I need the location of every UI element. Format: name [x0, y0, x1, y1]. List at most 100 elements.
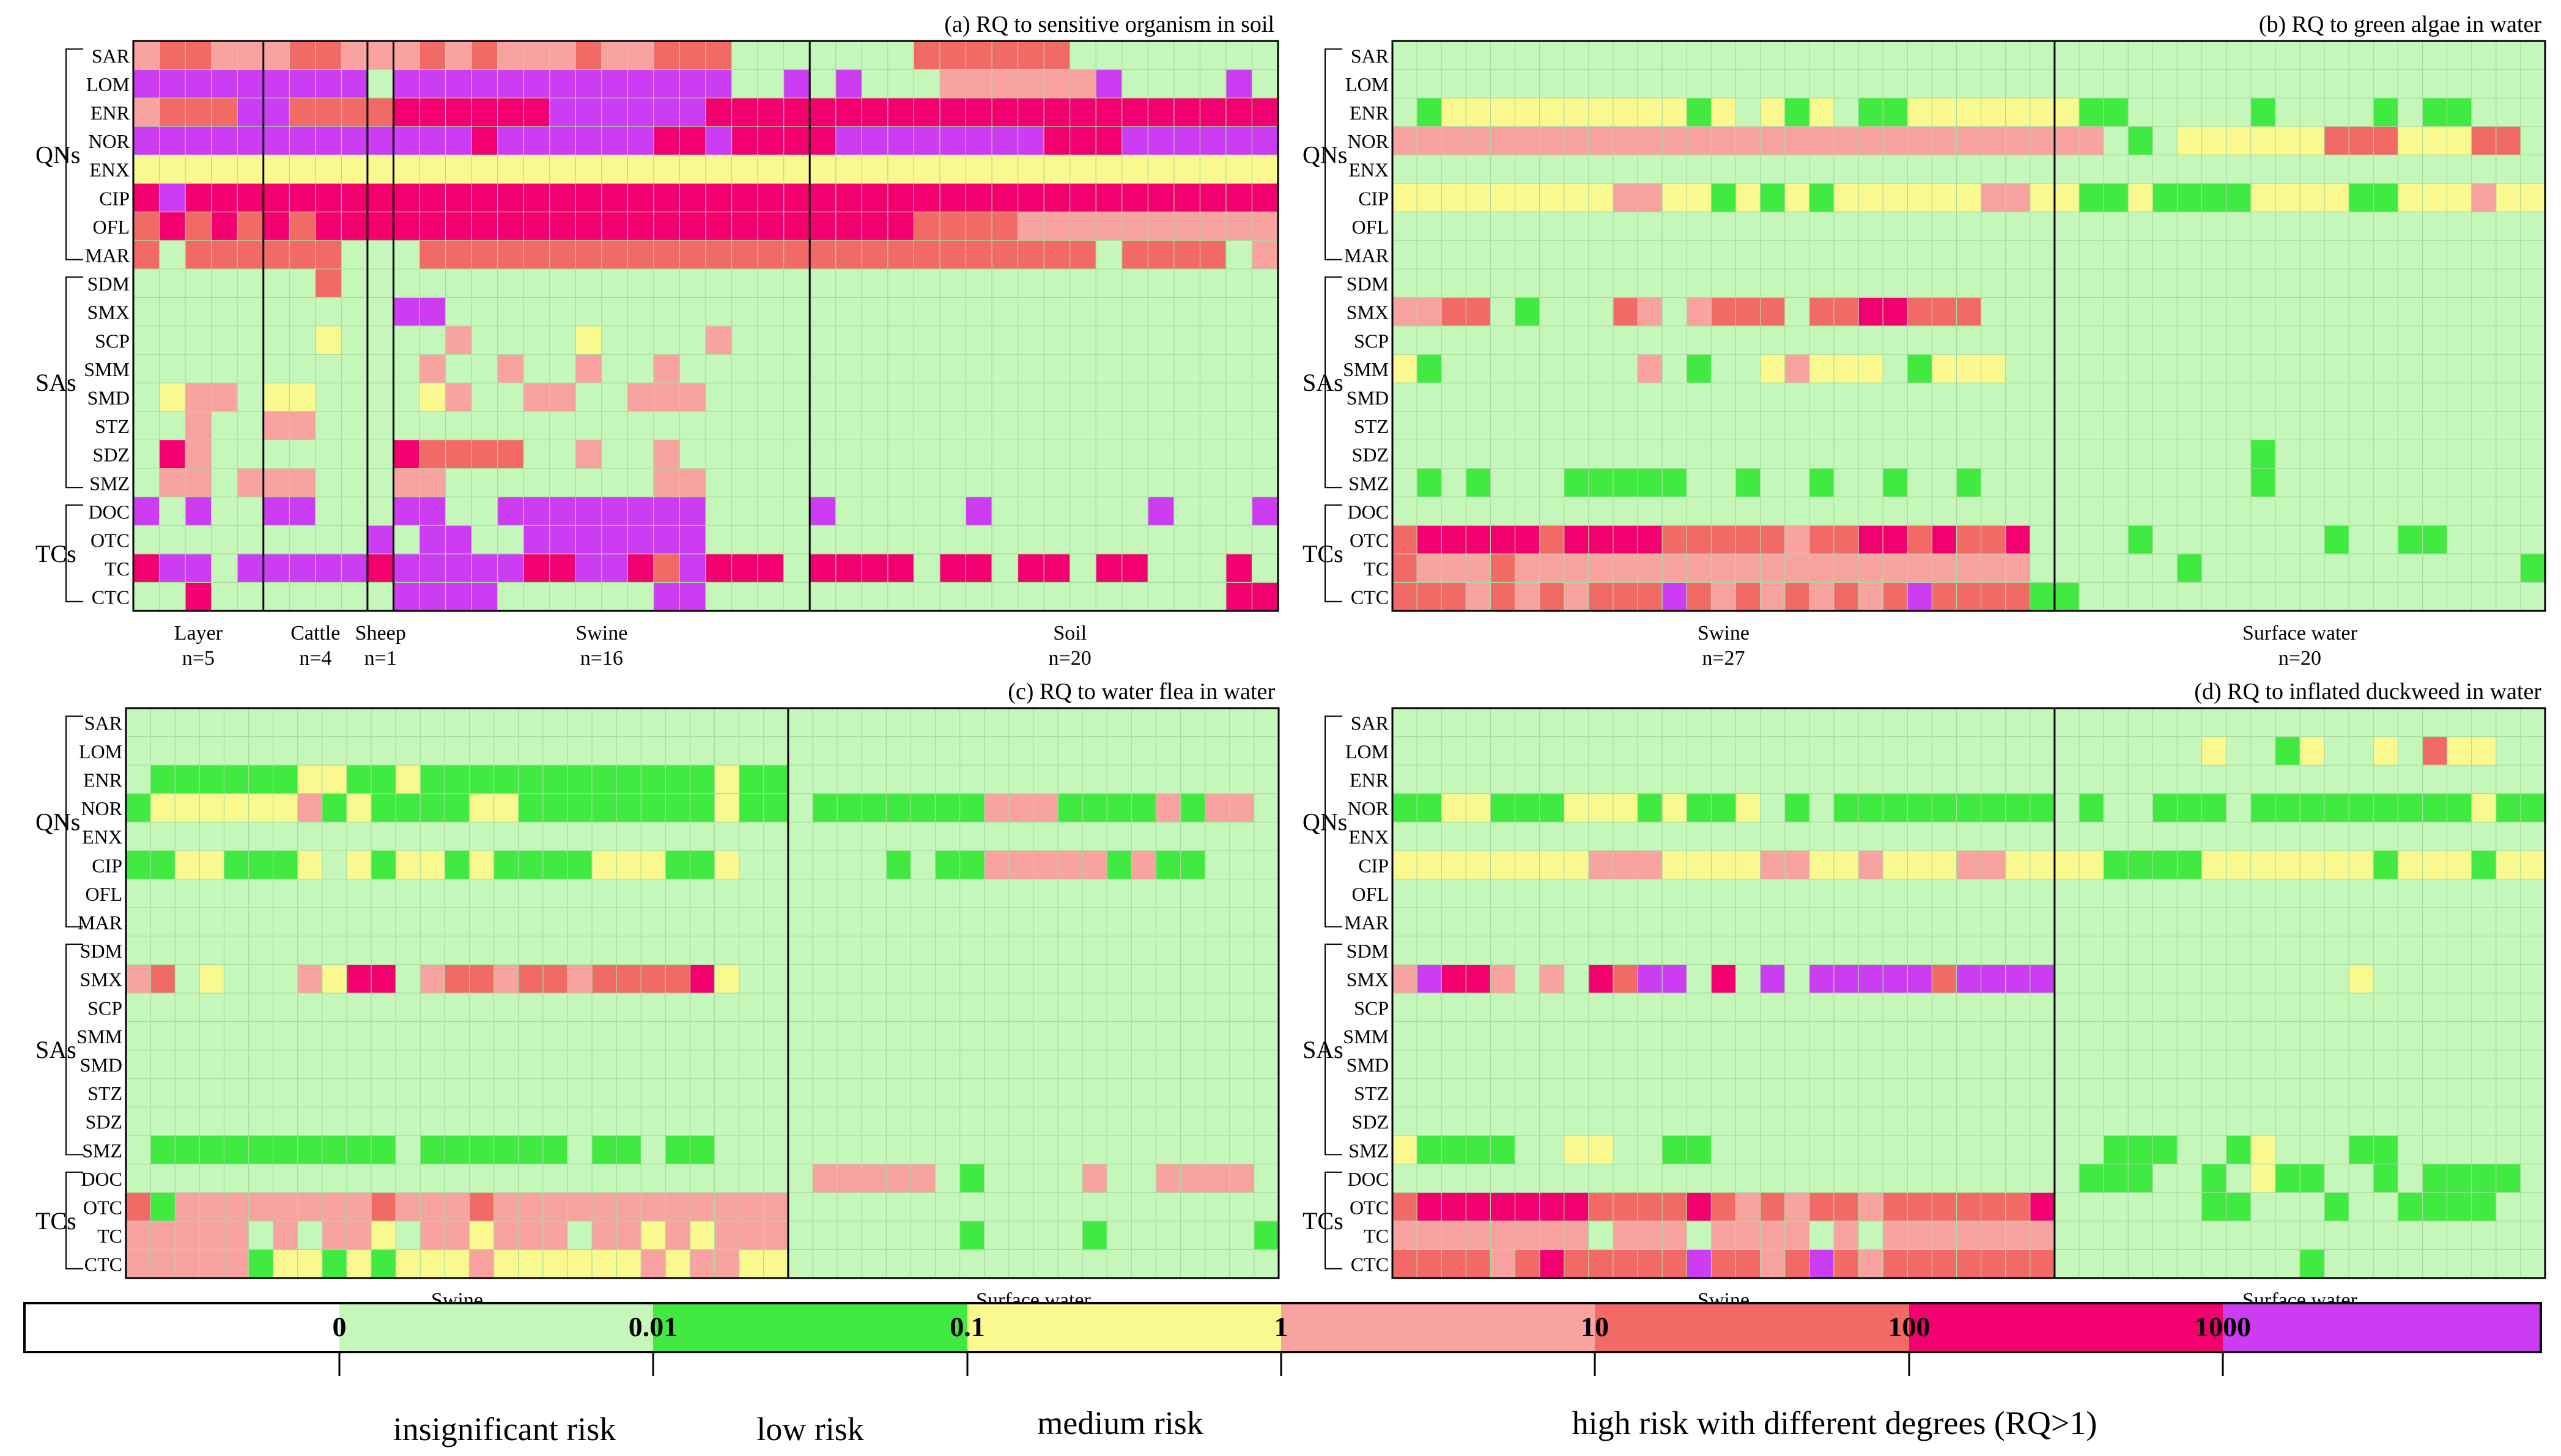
heatmap-cell: [1907, 496, 1933, 527]
heatmap-cell: [2446, 68, 2472, 99]
heatmap-cell: [705, 553, 733, 583]
heatmap-cell: [2520, 240, 2546, 270]
heatmap-cell: [1106, 1021, 1133, 1051]
heatmap-cell: [1033, 964, 1059, 994]
heatmap-cell: [1490, 964, 1516, 994]
heatmap-cell: [2176, 382, 2203, 412]
group-label-qns: QNs: [35, 808, 80, 835]
heatmap-cell: [1017, 496, 1045, 527]
heatmap-cell: [1070, 325, 1097, 355]
heatmap-cell: [419, 708, 446, 737]
heatmap-cell: [1225, 411, 1253, 441]
heatmap-cell: [1637, 212, 1663, 242]
heatmap-cell: [913, 496, 941, 527]
heatmap-cell: [2446, 325, 2472, 355]
heatmap-cell: [991, 154, 1019, 184]
heatmap-cell: [158, 382, 187, 412]
row-label-lom: LOM: [1345, 741, 1389, 763]
heatmap-cell: [1882, 468, 1909, 498]
heatmap-cell: [2201, 793, 2227, 823]
heatmap-cell: [1907, 525, 1933, 555]
heatmap-cell: [653, 68, 681, 99]
heatmap-cell: [788, 1021, 813, 1051]
heatmap-cell: [444, 936, 470, 966]
heatmap-cell: [1661, 907, 1688, 937]
heatmap-cell: [2030, 525, 2055, 555]
heatmap-cell: [393, 68, 421, 99]
heatmap-cell: [2348, 411, 2374, 441]
heatmap-cell: [665, 1106, 691, 1137]
heatmap-cell: [468, 964, 495, 994]
heatmap-cell: [705, 468, 733, 498]
heatmap-cell: [1735, 183, 1761, 213]
heatmap-cell: [885, 907, 912, 937]
heatmap-cell: [1465, 1221, 1491, 1251]
heatmap-cell: [1809, 1221, 1835, 1251]
row-label-sdm: SDM: [80, 940, 122, 962]
heatmap-cell: [1760, 907, 1786, 937]
heatmap-cell: [2496, 268, 2521, 298]
heatmap-cell: [223, 1221, 249, 1251]
heatmap-cell: [133, 40, 160, 70]
heatmap-cell: [1033, 936, 1059, 966]
heatmap-cell: [158, 240, 187, 270]
heatmap-cell: [1539, 240, 1565, 270]
heatmap-cell: [731, 325, 759, 355]
heatmap-cell: [616, 764, 642, 794]
heatmap-cell: [1106, 708, 1133, 737]
heatmap-cell: [731, 553, 759, 583]
heatmap-cell: [627, 240, 654, 270]
heatmap-cell: [1588, 793, 1614, 823]
row-label-smx: SMX: [80, 969, 122, 991]
heatmap-cell: [885, 1221, 912, 1251]
heatmap-cell: [984, 936, 1010, 966]
heatmap-cell: [518, 992, 544, 1022]
heatmap-cell: [468, 821, 495, 852]
heatmap-cell: [913, 525, 941, 555]
heatmap-cell: [2397, 40, 2423, 70]
heatmap-cell: [1907, 268, 1933, 298]
heatmap-cell: [861, 850, 887, 880]
heatmap-cell: [2422, 1192, 2448, 1222]
row-label-stz: STZ: [1354, 1082, 1389, 1104]
heatmap-cell: [2201, 1192, 2227, 1222]
heatmap-cell: [1251, 268, 1279, 298]
heatmap-cell: [1784, 878, 1810, 909]
heatmap-cell: [689, 907, 715, 937]
heatmap-cell: [2471, 907, 2497, 937]
heatmap-cell: [1416, 297, 1443, 327]
heatmap-cell: [1416, 353, 1443, 384]
heatmap-cell: [1070, 353, 1097, 384]
heatmap-cell: [1956, 468, 1982, 498]
heatmap-cell: [731, 154, 759, 184]
heatmap-cell: [934, 821, 961, 852]
heatmap-cell: [1095, 496, 1123, 527]
heatmap-cell: [705, 582, 733, 612]
heatmap-cell: [419, 97, 446, 127]
heatmap-cell: [731, 582, 759, 612]
heatmap-cell: [523, 97, 550, 127]
heatmap-cell: [174, 736, 201, 766]
heatmap-cell: [2005, 353, 2031, 384]
heatmap-cell: [2275, 126, 2300, 156]
heatmap-cell: [731, 212, 759, 242]
heatmap-cell: [542, 1192, 568, 1222]
heatmap-cell: [2176, 907, 2203, 937]
heatmap-cell: [2103, 582, 2129, 612]
heatmap-cell: [887, 268, 915, 298]
heatmap-cell: [861, 964, 887, 994]
heatmap-cell: [1637, 582, 1663, 612]
heatmap-cell: [2030, 1049, 2055, 1079]
heatmap-cell: [1882, 212, 1909, 242]
heatmap-cell: [1082, 992, 1108, 1022]
heatmap-cell: [2446, 964, 2472, 994]
heatmap-cell: [1095, 468, 1123, 498]
heatmap-cell: [2201, 992, 2227, 1022]
heatmap-cell: [2348, 1249, 2374, 1279]
heatmap-cell: [1661, 1163, 1688, 1194]
heatmap-cell: [2250, 907, 2276, 937]
heatmap-cell: [445, 525, 473, 555]
heatmap-cell: [2496, 764, 2521, 794]
heatmap-cell: [1809, 821, 1835, 852]
